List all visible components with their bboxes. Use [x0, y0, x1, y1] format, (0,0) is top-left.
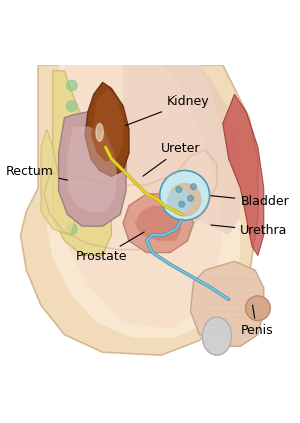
Polygon shape: [47, 65, 240, 338]
Ellipse shape: [96, 124, 103, 141]
Circle shape: [67, 224, 77, 234]
Circle shape: [67, 101, 77, 111]
Polygon shape: [223, 94, 264, 255]
Polygon shape: [135, 206, 182, 241]
Polygon shape: [123, 194, 194, 253]
Polygon shape: [91, 88, 123, 162]
Circle shape: [67, 142, 77, 152]
Circle shape: [190, 184, 196, 190]
Circle shape: [67, 183, 77, 193]
Polygon shape: [68, 126, 117, 212]
Circle shape: [67, 121, 77, 132]
Polygon shape: [58, 65, 223, 329]
Polygon shape: [85, 82, 129, 176]
Circle shape: [169, 184, 201, 216]
Circle shape: [246, 296, 270, 321]
Polygon shape: [123, 65, 240, 235]
Circle shape: [67, 162, 77, 173]
Circle shape: [188, 195, 194, 201]
Text: Rectum: Rectum: [6, 165, 68, 180]
Polygon shape: [41, 129, 76, 235]
Text: Urethra: Urethra: [211, 224, 288, 237]
Polygon shape: [190, 261, 264, 346]
Text: Ureter: Ureter: [143, 142, 201, 176]
Polygon shape: [53, 71, 111, 255]
Ellipse shape: [202, 317, 232, 355]
Circle shape: [176, 187, 182, 192]
Circle shape: [67, 80, 77, 91]
Circle shape: [67, 203, 77, 214]
Text: Bladder: Bladder: [211, 195, 289, 208]
Circle shape: [167, 190, 190, 213]
Text: Prostate: Prostate: [76, 232, 144, 264]
Circle shape: [179, 201, 185, 207]
Circle shape: [160, 170, 210, 220]
Text: Penis: Penis: [240, 305, 273, 337]
Polygon shape: [58, 112, 126, 226]
Text: Kidney: Kidney: [126, 95, 210, 126]
Polygon shape: [20, 65, 258, 355]
